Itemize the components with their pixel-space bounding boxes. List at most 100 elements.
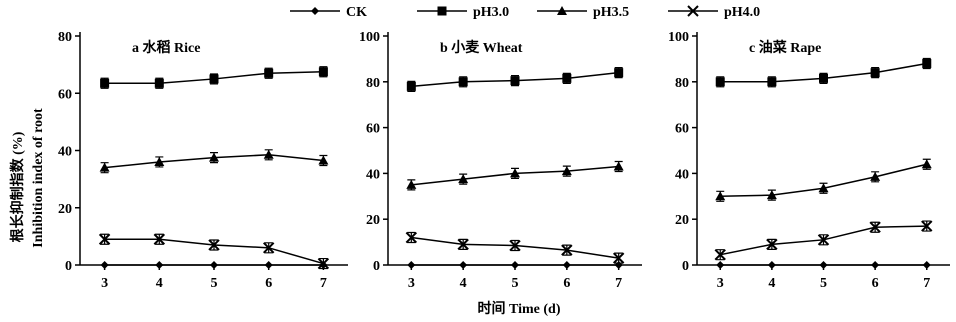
series-ph3-5 bbox=[99, 149, 329, 174]
data-point bbox=[715, 77, 725, 87]
data-point bbox=[819, 261, 828, 269]
x-tick-label: 5 bbox=[211, 276, 218, 291]
x-tick-label: 6 bbox=[563, 276, 570, 291]
x-tick-label: 3 bbox=[408, 276, 415, 291]
x-tick-label: 5 bbox=[512, 276, 519, 291]
data-point bbox=[510, 76, 520, 86]
y-tick-label: 60 bbox=[366, 122, 380, 137]
data-point bbox=[766, 238, 778, 251]
data-point bbox=[210, 261, 218, 269]
data-point bbox=[510, 168, 520, 178]
data-point bbox=[871, 261, 880, 269]
data-point bbox=[561, 166, 572, 176]
data-point bbox=[100, 78, 110, 88]
x-tick-label: 6 bbox=[872, 276, 879, 291]
legend-marker bbox=[311, 7, 319, 15]
panel-title: b 小麦 Wheat bbox=[440, 39, 523, 56]
data-point bbox=[921, 159, 932, 169]
data-point bbox=[154, 156, 165, 166]
data-point bbox=[562, 73, 572, 83]
data-point bbox=[458, 77, 468, 87]
series-ph4-0 bbox=[98, 233, 330, 270]
data-point bbox=[406, 81, 416, 91]
panel-rice: 0 20 40 60 80 3 4 5 6 7 a 水稻 Rice bbox=[58, 30, 348, 291]
x-tick-label: 7 bbox=[923, 276, 930, 291]
data-point bbox=[262, 242, 275, 254]
data-point bbox=[921, 220, 933, 232]
panel-title: c 油菜 Rape bbox=[749, 39, 821, 56]
data-point bbox=[459, 261, 468, 269]
legend-label: CK bbox=[346, 5, 367, 20]
y-tick-label: 100 bbox=[668, 30, 689, 45]
data-point bbox=[767, 261, 776, 269]
data-point bbox=[716, 261, 725, 269]
data-point bbox=[767, 77, 777, 87]
data-point bbox=[99, 162, 110, 172]
data-point bbox=[870, 68, 880, 78]
legend-marker bbox=[687, 5, 699, 17]
series-ck bbox=[716, 261, 931, 269]
data-point bbox=[209, 74, 219, 84]
legend-label: pH4.0 bbox=[724, 5, 760, 20]
data-point bbox=[714, 248, 726, 261]
data-point bbox=[98, 233, 111, 245]
series-ph3-0 bbox=[406, 67, 624, 92]
x-tick-label: 4 bbox=[460, 276, 467, 291]
data-point bbox=[818, 183, 829, 193]
data-point bbox=[263, 149, 274, 159]
data-point bbox=[405, 231, 418, 244]
data-point bbox=[715, 191, 726, 201]
series-ph4-0 bbox=[714, 220, 933, 261]
data-point bbox=[100, 261, 109, 269]
y-tick-label: 0 bbox=[682, 259, 689, 274]
data-point bbox=[870, 171, 881, 181]
y-tick-label: 0 bbox=[373, 259, 380, 274]
data-point bbox=[406, 179, 417, 189]
legend-item-ph3-5: pH3.5 bbox=[537, 5, 629, 20]
legend: CK pH3.0 pH3.5 pH4.0 bbox=[290, 5, 760, 20]
data-point bbox=[407, 261, 416, 269]
x-tick-label: 7 bbox=[615, 276, 622, 291]
data-point bbox=[208, 239, 220, 251]
data-point bbox=[511, 261, 519, 269]
data-point bbox=[766, 190, 777, 200]
y-tick-label: 40 bbox=[366, 167, 380, 182]
data-point bbox=[155, 261, 164, 269]
y-tick-label: 40 bbox=[675, 167, 689, 182]
data-point bbox=[561, 244, 573, 256]
x-tick-label: 4 bbox=[156, 276, 163, 291]
y-axis-label-cn: 根长抑制指数 (%) bbox=[9, 131, 26, 242]
panel-rape: 0 20 40 60 80 100 3 4 5 6 7 c 油菜 Rape bbox=[668, 30, 950, 291]
data-point bbox=[922, 261, 931, 269]
x-tick-label: 4 bbox=[768, 276, 775, 291]
legend-item-ph3-0: pH3.0 bbox=[417, 5, 509, 20]
series-ck bbox=[407, 261, 623, 269]
y-tick-label: 40 bbox=[58, 145, 72, 160]
legend-marker bbox=[437, 6, 447, 16]
legend-marker bbox=[557, 6, 567, 15]
data-point bbox=[922, 58, 932, 68]
y-tick-label: 80 bbox=[675, 76, 689, 91]
data-point bbox=[209, 152, 219, 162]
y-tick-label: 20 bbox=[366, 213, 380, 228]
panel-wheat: 0 20 40 60 80 100 3 4 5 6 7 b 小麦 Wheat bbox=[359, 30, 642, 291]
data-point bbox=[509, 239, 521, 252]
data-point bbox=[612, 252, 625, 264]
legend-item-ph4-0: pH4.0 bbox=[668, 5, 760, 20]
data-point bbox=[457, 238, 469, 251]
data-point bbox=[614, 68, 624, 78]
x-tick-label: 7 bbox=[320, 276, 327, 291]
data-point bbox=[154, 78, 164, 88]
data-point bbox=[562, 261, 571, 269]
x-axis-label: 时间 Time (d) bbox=[478, 300, 561, 317]
y-tick-label: 20 bbox=[675, 213, 689, 228]
y-tick-label: 80 bbox=[58, 30, 72, 45]
data-point bbox=[817, 234, 830, 246]
series-ph3-0 bbox=[715, 57, 932, 88]
legend-label: pH3.5 bbox=[593, 5, 629, 20]
data-point bbox=[869, 221, 881, 233]
data-point bbox=[264, 68, 274, 78]
